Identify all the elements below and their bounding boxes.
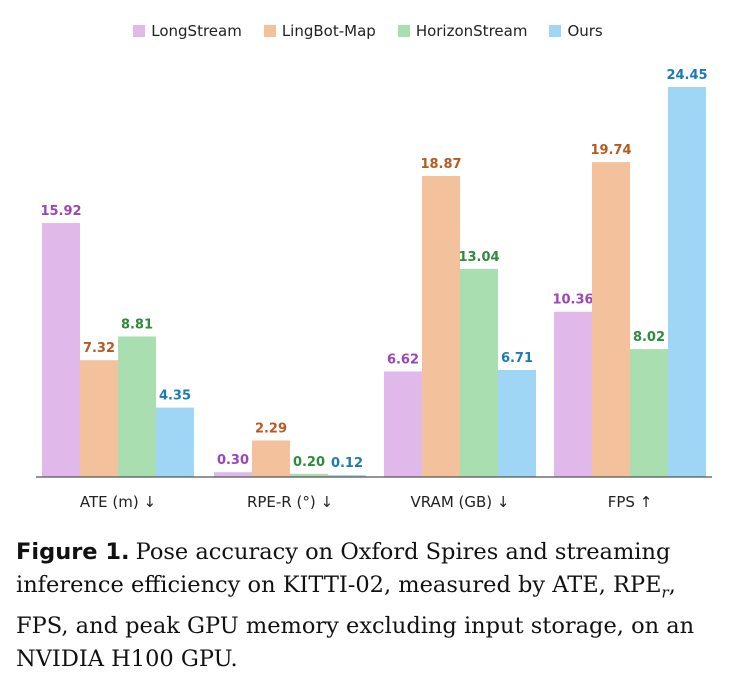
legend: LongStream LingBot-Map HorizonStream Our… (0, 22, 736, 40)
bar-horizonstream-1 (290, 473, 328, 477)
data-label: 7.32 (83, 341, 115, 356)
caption-text-after: , FPS, and peak GPU memory excluding inp… (16, 572, 695, 672)
x-tick-label: ATE (m) ↓ (80, 493, 156, 511)
bar-horizonstream-0 (118, 336, 156, 477)
bar-ours-0 (156, 407, 194, 477)
bar-lingbot-map-0 (80, 360, 118, 477)
bar-chart: LongStream LingBot-Map HorizonStream Our… (0, 22, 736, 511)
data-label: 8.02 (633, 330, 665, 345)
data-label: 0.12 (331, 456, 363, 471)
data-label: 15.92 (40, 204, 81, 219)
legend-item-lingbot-map: LingBot-Map (263, 22, 376, 40)
legend-label-longstream: LongStream (151, 22, 242, 40)
data-label: 10.36 (552, 293, 593, 308)
legend-label-lingbot-map: LingBot-Map (281, 22, 376, 40)
legend-item-ours: Ours (549, 22, 603, 40)
bar-lingbot-map-1 (252, 440, 290, 477)
data-label: 13.04 (458, 250, 499, 265)
data-label: 18.87 (420, 157, 461, 172)
legend-item-horizonstream: HorizonStream (397, 22, 528, 40)
bar-longstream-2 (384, 371, 422, 477)
bar-lingbot-map-2 (422, 176, 460, 477)
caption-subscript: r (661, 583, 669, 602)
caption-text: Pose accuracy on Oxford Spires and strea… (16, 539, 671, 598)
bar-ours-2 (498, 369, 536, 477)
data-label: 4.35 (159, 389, 191, 404)
caption-label: Figure 1. (16, 539, 130, 565)
figure-caption: Figure 1. Pose accuracy on Oxford Spires … (16, 536, 722, 676)
x-tick-label: RPE-R (°) ↓ (247, 493, 333, 511)
data-label: 19.74 (590, 143, 631, 158)
legend-label-horizonstream: HorizonStream (415, 22, 528, 40)
legend-swatch-ours (549, 25, 562, 37)
legend-swatch-horizonstream (397, 25, 410, 37)
data-label: 24.45 (666, 68, 707, 83)
bar-longstream-1 (214, 472, 252, 477)
data-label: 0.20 (293, 455, 325, 470)
bar-ours-3 (668, 87, 706, 477)
legend-swatch-longstream (133, 25, 146, 37)
legend-label-ours: Ours (567, 22, 603, 40)
x-tick-label: VRAM (GB) ↓ (410, 493, 509, 511)
legend-item-longstream: LongStream (133, 22, 242, 40)
bar-lingbot-map-3 (592, 162, 630, 477)
bar-longstream-3 (554, 311, 592, 477)
data-label: 6.62 (387, 352, 419, 367)
bar-horizonstream-2 (460, 269, 498, 477)
bar-longstream-0 (42, 223, 80, 477)
chart-plot-area: 15.92 7.32 8.81 4.35 ATE (m) ↓ 0.30 2.29 0.20 0.… (36, 68, 712, 511)
bar-ours-1 (328, 475, 366, 477)
bar-horizonstream-3 (630, 349, 668, 477)
data-label: 8.81 (121, 317, 153, 332)
data-label: 0.30 (217, 453, 249, 468)
data-label: 6.71 (501, 351, 533, 366)
x-tick-label: FPS ↑ (608, 493, 653, 511)
data-label: 2.29 (255, 421, 287, 436)
legend-swatch-lingbot-map (263, 25, 276, 37)
